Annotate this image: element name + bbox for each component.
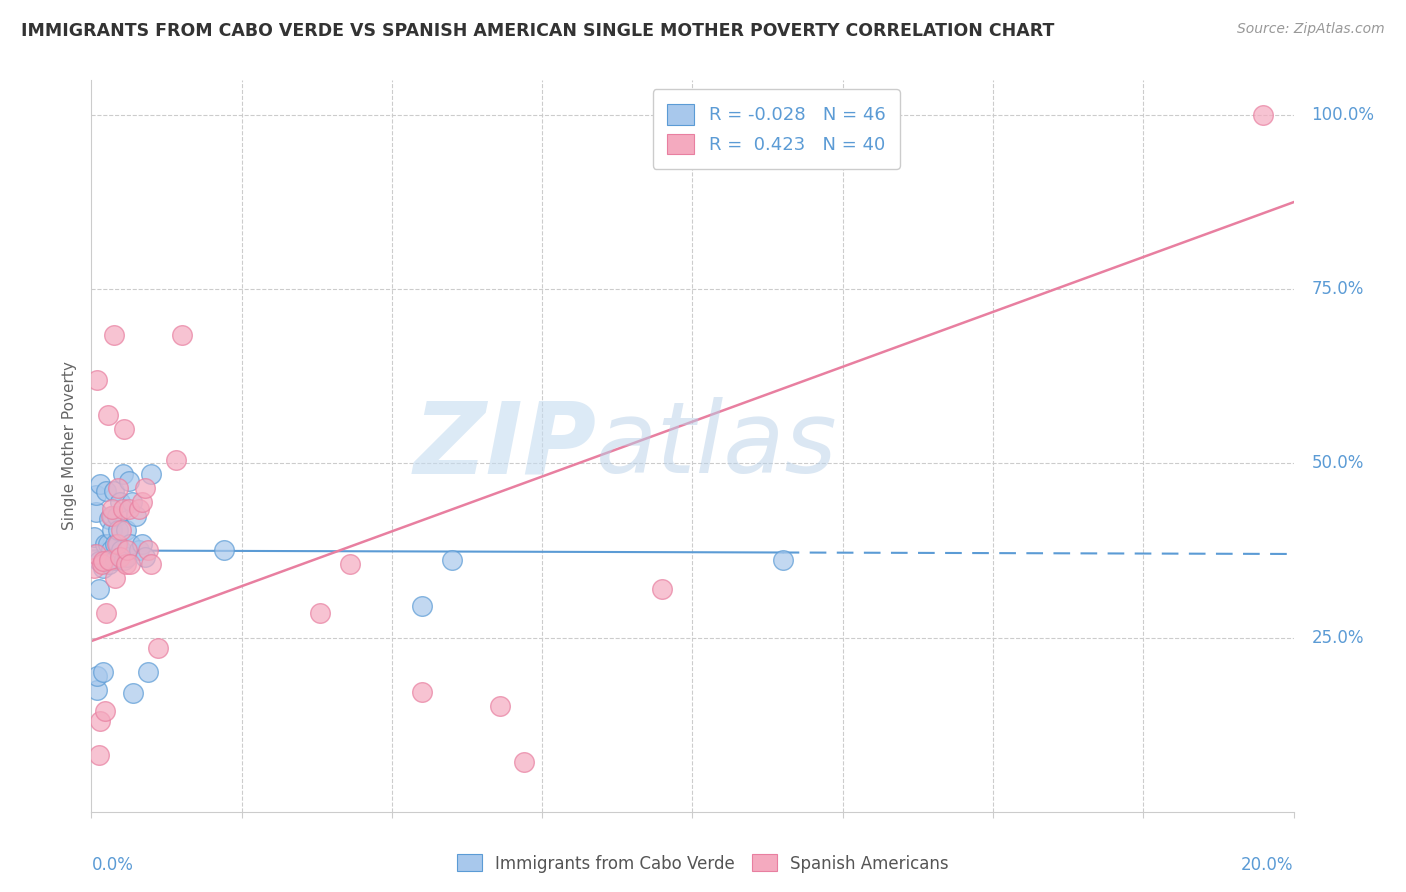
Point: [411, 599, 433, 614]
Point: [83, 530, 105, 544]
Point: [138, 543, 160, 558]
Text: 75.0%: 75.0%: [1312, 280, 1364, 298]
Point: [93, 554, 115, 568]
Point: [128, 501, 150, 516]
Point: [134, 550, 156, 565]
Point: [98, 558, 121, 572]
Text: 0.0%: 0.0%: [91, 855, 134, 873]
Point: [308, 606, 330, 620]
Point: [101, 508, 124, 523]
Point: [212, 543, 235, 558]
Text: atlas: atlas: [596, 398, 838, 494]
Point: [115, 523, 138, 537]
Point: [651, 582, 673, 596]
Point: [118, 474, 141, 488]
Point: [115, 558, 138, 572]
Point: [141, 558, 163, 572]
Text: 50.0%: 50.0%: [1312, 454, 1364, 473]
Point: [131, 536, 153, 550]
Point: [111, 467, 134, 481]
Point: [110, 550, 132, 565]
Point: [86, 373, 108, 387]
Point: [93, 704, 115, 718]
Point: [117, 550, 139, 565]
Point: [121, 494, 143, 508]
Point: [125, 508, 148, 523]
Point: [141, 467, 163, 481]
Point: [118, 501, 141, 516]
Point: [120, 536, 142, 550]
Point: [103, 484, 125, 499]
Point: [1253, 108, 1275, 122]
Text: Single Mother Poverty: Single Mother Poverty: [62, 361, 77, 531]
Point: [114, 552, 136, 566]
Text: 100.0%: 100.0%: [1312, 106, 1375, 124]
Point: [107, 536, 129, 550]
Point: [98, 512, 121, 526]
Point: [103, 327, 125, 342]
Point: [100, 543, 122, 558]
Text: 25.0%: 25.0%: [1312, 629, 1364, 647]
Text: IMMIGRANTS FROM CABO VERDE VS SPANISH AMERICAN SINGLE MOTHER POVERTY CORRELATION: IMMIGRANTS FROM CABO VERDE VS SPANISH AM…: [21, 22, 1054, 40]
Legend: R = -0.028   N = 46, R =  0.423   N = 40: R = -0.028 N = 46, R = 0.423 N = 40: [652, 89, 900, 169]
Point: [107, 481, 129, 495]
Point: [165, 453, 187, 467]
Point: [89, 477, 111, 491]
Point: [170, 327, 193, 342]
Point: [117, 543, 139, 558]
Point: [84, 488, 107, 502]
Text: Source: ZipAtlas.com: Source: ZipAtlas.com: [1237, 22, 1385, 37]
Point: [120, 558, 142, 572]
Point: [104, 536, 127, 550]
Point: [96, 554, 118, 568]
Point: [86, 669, 108, 683]
Point: [489, 698, 512, 713]
Point: [93, 665, 115, 680]
Legend: Immigrants from Cabo Verde, Spanish Americans: Immigrants from Cabo Verde, Spanish Amer…: [450, 847, 956, 880]
Point: [772, 552, 794, 566]
Point: [91, 558, 114, 572]
Point: [96, 606, 118, 620]
Point: [128, 543, 150, 558]
Point: [111, 501, 134, 516]
Point: [107, 523, 129, 537]
Point: [110, 543, 132, 558]
Point: [87, 747, 110, 762]
Point: [89, 714, 111, 728]
Point: [100, 508, 122, 523]
Point: [105, 508, 128, 523]
Point: [440, 552, 463, 566]
Point: [146, 640, 169, 655]
Point: [83, 561, 105, 575]
Point: [131, 494, 153, 508]
Point: [97, 536, 120, 550]
Point: [101, 501, 124, 516]
Point: [513, 755, 536, 769]
Text: ZIP: ZIP: [413, 398, 596, 494]
Point: [110, 523, 132, 537]
Point: [87, 582, 110, 596]
Point: [114, 421, 136, 435]
Point: [122, 686, 145, 700]
Point: [84, 505, 107, 519]
Text: 20.0%: 20.0%: [1241, 855, 1294, 873]
Point: [83, 547, 105, 561]
Point: [97, 408, 120, 422]
Point: [96, 484, 118, 499]
Point: [110, 494, 132, 508]
Point: [104, 571, 127, 585]
Point: [93, 561, 115, 575]
Point: [86, 682, 108, 697]
Point: [138, 665, 160, 680]
Point: [93, 536, 115, 550]
Point: [104, 552, 127, 566]
Point: [84, 547, 107, 561]
Point: [105, 536, 128, 550]
Point: [411, 685, 433, 699]
Point: [134, 481, 156, 495]
Point: [89, 554, 111, 568]
Point: [98, 552, 121, 566]
Point: [339, 558, 361, 572]
Point: [101, 523, 124, 537]
